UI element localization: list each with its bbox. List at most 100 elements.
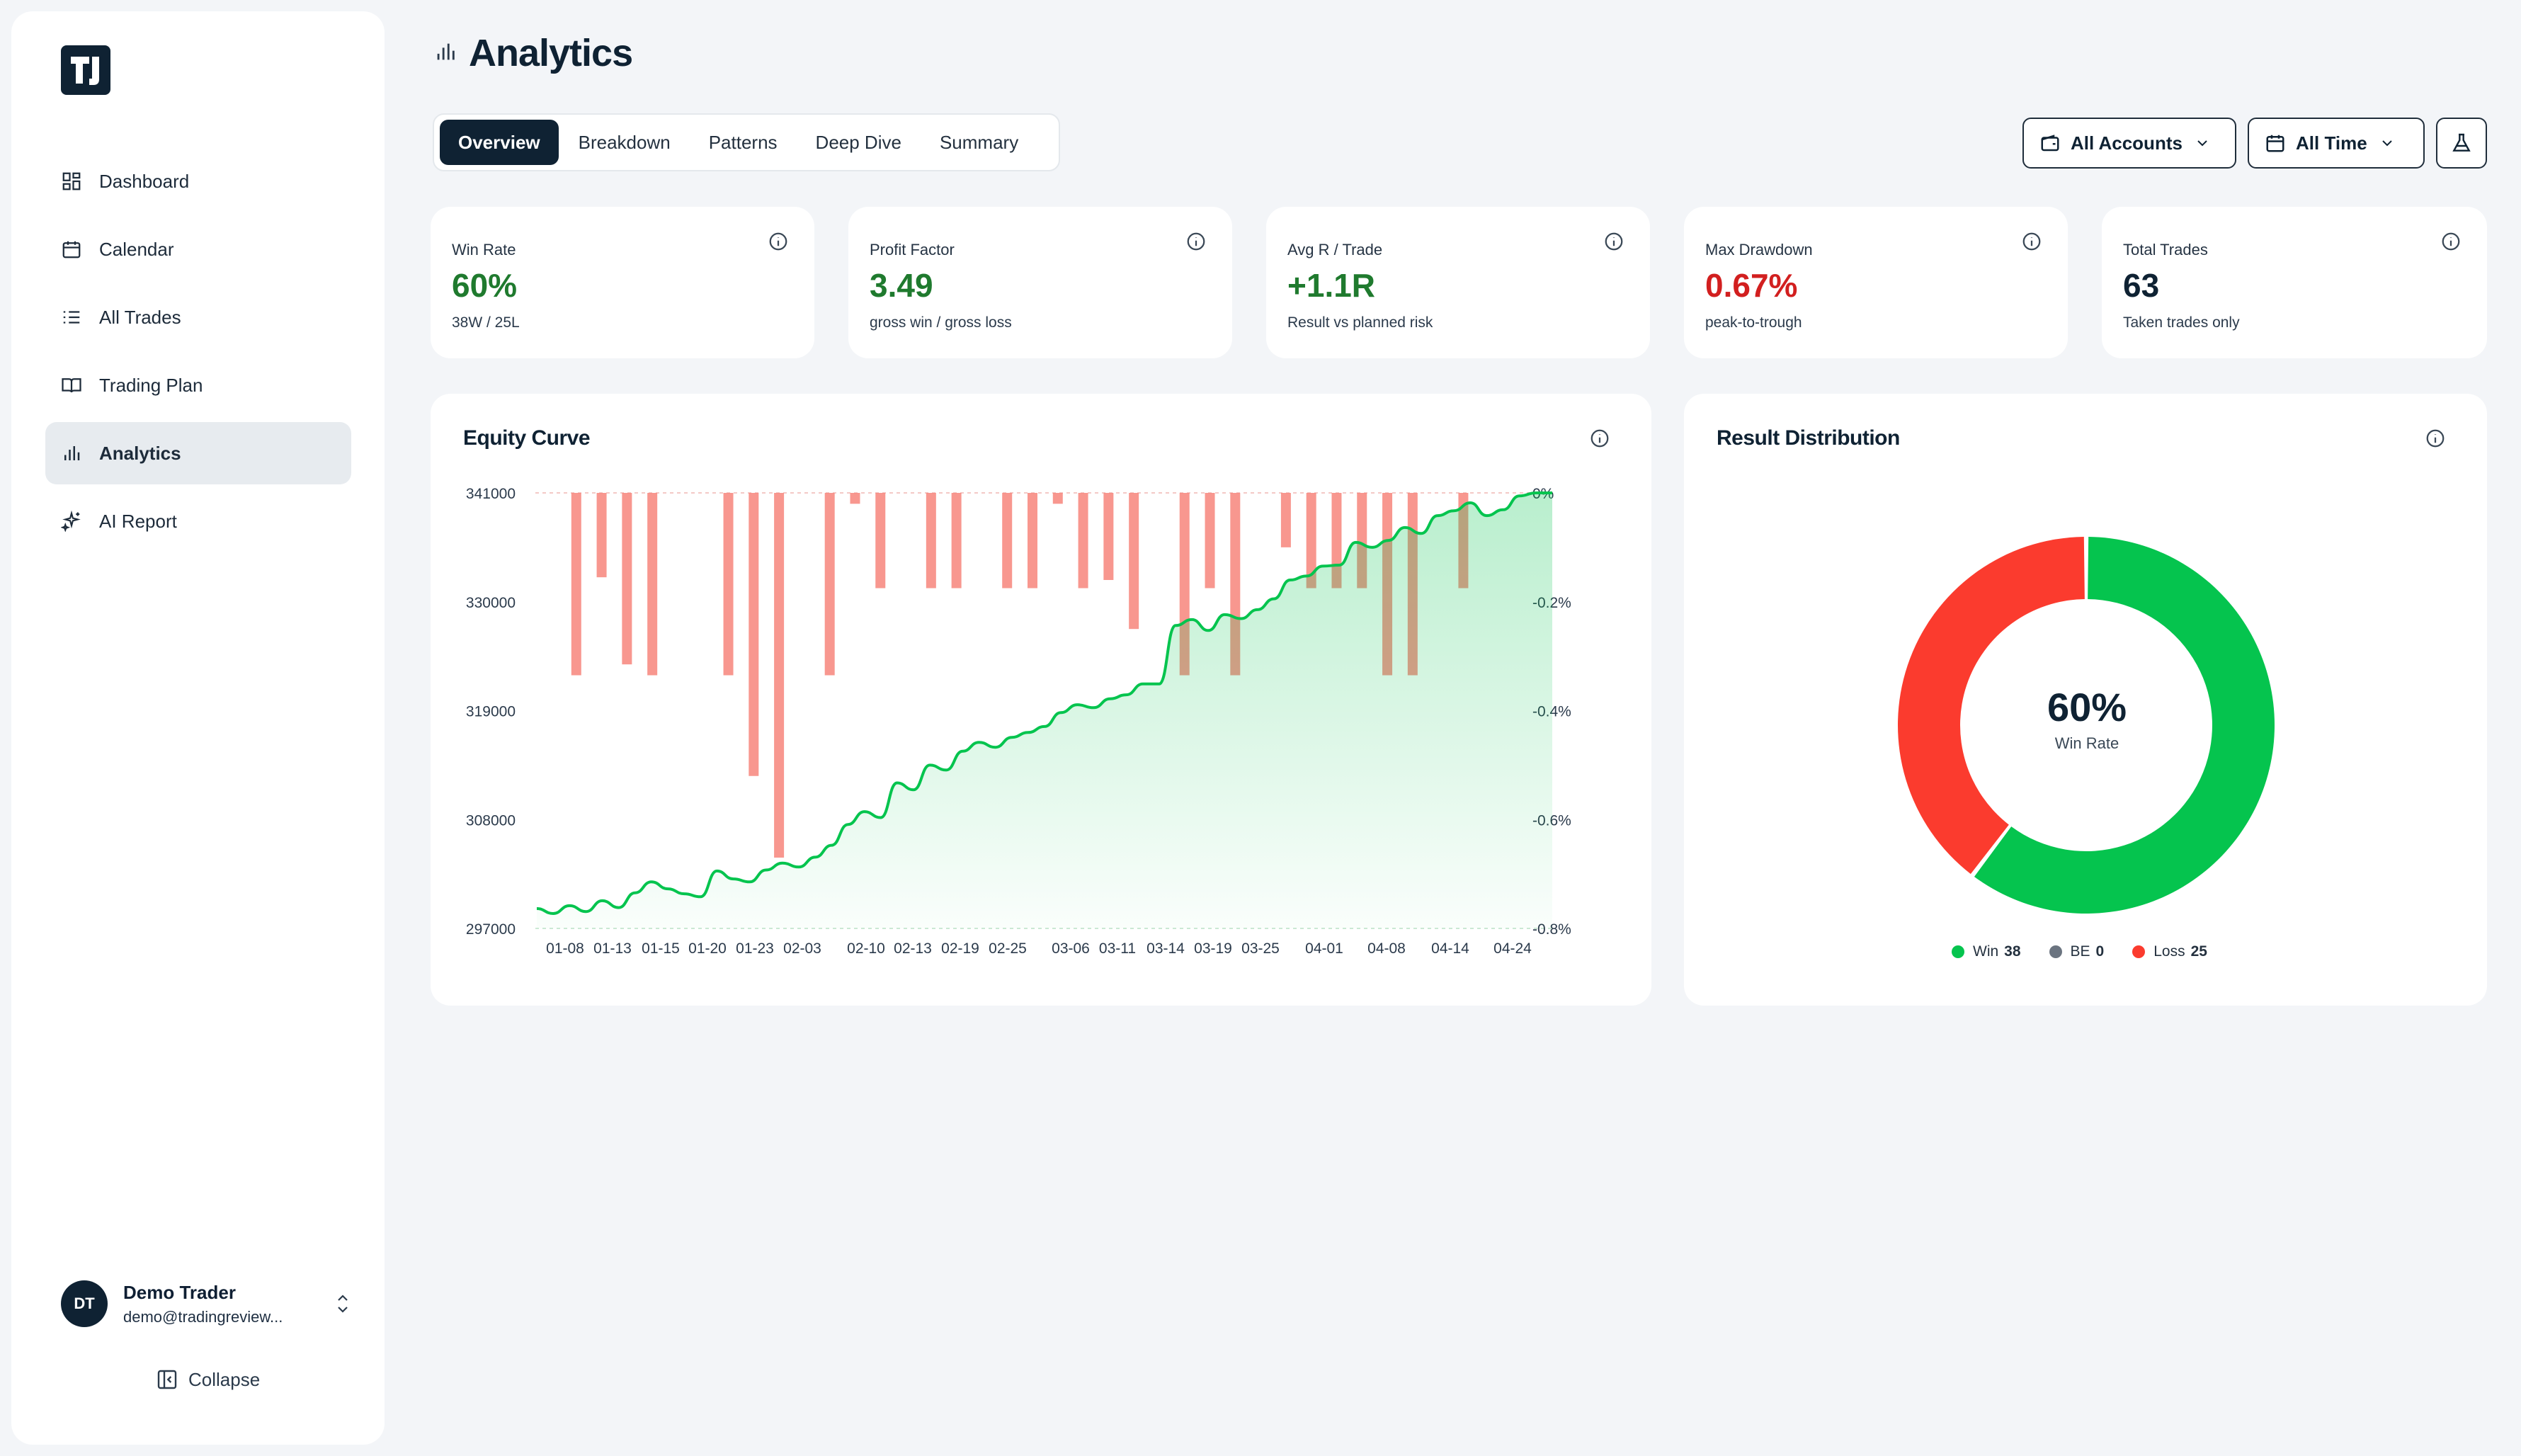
legend-value: 0 — [2095, 943, 2105, 960]
sidebar-item-label: Trading Plan — [99, 374, 203, 396]
drawdown-bar — [571, 493, 581, 676]
equity-curve-panel: Equity Curve 341000 330000 319000 308000 297… — [431, 394, 1651, 1006]
legend-label: Win — [1973, 943, 1999, 960]
calendar-icon — [2265, 132, 2286, 154]
collapse-button[interactable]: Collapse — [156, 1368, 260, 1391]
x-axis-tick-label: 03-25 — [1241, 940, 1280, 957]
drawdown-bar — [1306, 493, 1316, 588]
lab-button[interactable] — [2436, 118, 2487, 169]
legend-dot — [2049, 945, 2062, 958]
flask-icon — [2450, 132, 2473, 154]
legend-value: 38 — [2004, 943, 2021, 960]
wallet-icon — [2039, 132, 2061, 154]
donut-center-value: 60% — [2047, 685, 2127, 729]
sidebar-item-label: Analytics — [99, 442, 181, 464]
stat-card-total-trades: Total Trades 63 Taken trades only — [2102, 207, 2487, 358]
sidebar-item-ai-report[interactable]: AI Report — [45, 490, 351, 552]
y-axis-tick-label: 308000 — [466, 812, 516, 829]
stat-sub: peak-to-trough — [1705, 314, 1802, 331]
stat-sub: Taken trades only — [2123, 314, 2240, 331]
stat-card-win-rate: Win Rate 60% 38W / 25L — [431, 207, 814, 358]
result-donut-chart — [1898, 537, 2275, 914]
info-icon[interactable] — [1185, 231, 1207, 252]
drawdown-bar — [1002, 493, 1013, 588]
x-axis-tick-label: 02-25 — [989, 940, 1027, 957]
stat-value: 63 — [2123, 267, 2160, 304]
info-icon[interactable] — [768, 231, 789, 252]
y-axis-tick-label: 330000 — [466, 595, 516, 611]
donut-slice-win — [1974, 537, 2275, 914]
user-name: Demo Trader — [123, 1281, 236, 1303]
stat-value: 60% — [452, 267, 518, 304]
tab-summary[interactable]: Summary — [939, 131, 1019, 153]
stat-label: Profit Factor — [870, 241, 955, 258]
chevron-down-icon — [2379, 135, 2396, 152]
drawdown-bar — [1078, 493, 1088, 588]
info-icon[interactable] — [2021, 231, 2042, 252]
sidebar-item-dashboard[interactable]: Dashboard — [45, 150, 351, 212]
drawdown-bar — [951, 493, 962, 588]
x-axis-tick-label: 02-03 — [783, 940, 821, 957]
account-filter-label: All Accounts — [2071, 132, 2183, 154]
sidebar-item-label: AI Report — [99, 510, 177, 532]
equity-area — [537, 493, 1552, 928]
stat-sub: 38W / 25L — [452, 314, 520, 331]
app-logo[interactable] — [61, 45, 110, 95]
donut-center-label: Win Rate — [2054, 734, 2119, 752]
donut-slice-loss — [1898, 537, 2085, 875]
chevron-down-icon — [2194, 135, 2211, 152]
page-title: Analytics — [469, 32, 633, 74]
y-axis-tick-label: 319000 — [466, 704, 516, 720]
drawdown-bar — [749, 493, 759, 776]
account-filter[interactable]: All Accounts — [2022, 118, 2236, 169]
tab-bar: Overview Breakdown Patterns Deep Dive Su… — [433, 113, 1060, 171]
y-axis-tick-label: 297000 — [466, 921, 516, 938]
drawdown-bar — [1205, 493, 1215, 588]
info-icon[interactable] — [2425, 428, 2446, 449]
info-icon[interactable] — [1603, 231, 1624, 252]
drawdown-bar — [875, 493, 886, 588]
x-axis-tick-label: 02-10 — [847, 940, 885, 957]
tab-patterns[interactable]: Patterns — [708, 131, 778, 153]
legend-item-win: Win 38 — [1952, 943, 2021, 960]
sidebar-item-analytics[interactable]: Analytics — [45, 422, 351, 484]
stat-value: 0.67% — [1705, 267, 1798, 304]
sidebar-item-all-trades[interactable]: All Trades — [45, 286, 351, 348]
drawdown-bar — [647, 493, 658, 676]
stat-card-profit-factor: Profit Factor 3.49 gross win / gross los… — [848, 207, 1232, 358]
tab-overview[interactable]: Overview — [440, 120, 559, 165]
drawdown-bar — [1103, 493, 1114, 580]
panel-title: Equity Curve — [463, 426, 591, 450]
drawdown-bar — [723, 493, 734, 676]
sidebar-item-trading-plan[interactable]: Trading Plan — [45, 354, 351, 416]
info-icon[interactable] — [1589, 428, 1610, 449]
stat-label: Win Rate — [452, 241, 516, 258]
x-axis-tick-label: 02-19 — [941, 940, 979, 957]
time-filter[interactable]: All Time — [2248, 118, 2425, 169]
x-axis-tick-label: 03-11 — [1099, 940, 1136, 957]
y-axis-tick-label: 341000 — [466, 486, 516, 502]
tab-breakdown[interactable]: Breakdown — [578, 131, 671, 153]
chart-legend: Win 38 BE 0 Loss 25 — [1952, 943, 2236, 960]
info-icon[interactable] — [2440, 231, 2462, 252]
chevron-up-down-icon[interactable] — [334, 1292, 351, 1319]
x-axis-tick-label: 01-15 — [642, 940, 680, 957]
legend-dot — [1952, 945, 1964, 958]
page-header: Analytics — [433, 31, 633, 75]
drawdown-bar — [622, 493, 632, 665]
drawdown-bar — [596, 493, 607, 578]
stat-label: Total Trades — [2123, 241, 2208, 258]
stat-card-max-drawdown: Max Drawdown 0.67% peak-to-trough — [1684, 207, 2068, 358]
sidebar-nav: Dashboard Calendar All Trades Trading Pl… — [45, 150, 351, 558]
legend-dot — [2132, 945, 2146, 958]
result-distribution-panel: Result Distribution 60% Win Rate Win 38 BE… — [1684, 394, 2487, 1006]
sidebar-item-calendar[interactable]: Calendar — [45, 218, 351, 280]
stat-card-avg-r: Avg R / Trade +1.1R Result vs planned ri… — [1266, 207, 1650, 358]
legend-label: BE — [2070, 943, 2090, 960]
drawdown-bar — [926, 493, 936, 588]
tab-deep-dive[interactable]: Deep Dive — [815, 131, 901, 153]
bar-chart-icon — [433, 40, 457, 67]
user-menu[interactable]: DT Demo Trader demo@tradingreview... — [61, 1279, 351, 1329]
x-axis-tick-label: 03-19 — [1194, 940, 1232, 957]
stat-label: Max Drawdown — [1705, 241, 1813, 258]
